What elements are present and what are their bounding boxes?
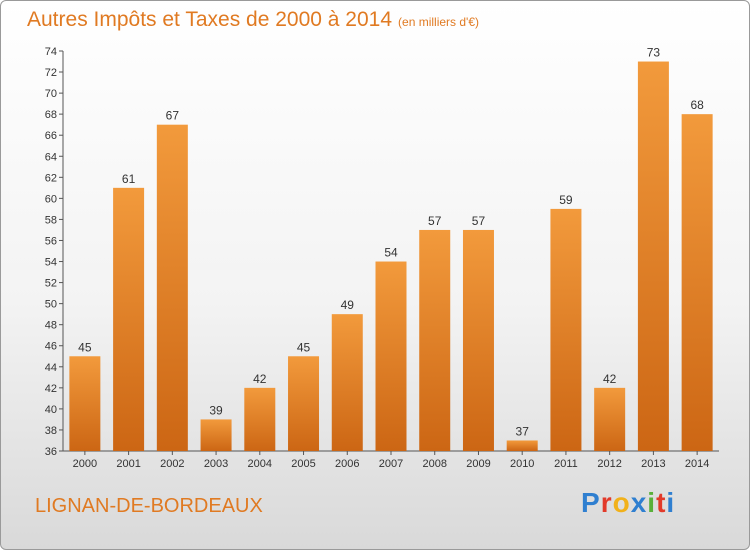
y-tick-label: 46 [45,341,57,353]
bar-value-label: 67 [166,109,180,123]
bar-value-label: 42 [603,372,617,386]
logo-letter: i [647,487,657,518]
location-name: LIGNAN-DE-BORDEAUX [35,495,263,517]
bar [113,187,145,451]
bar-value-label: 39 [209,403,223,417]
bar [156,124,188,452]
x-tick-label: 2013 [641,458,665,470]
y-tick-label: 66 [45,130,57,142]
bar [331,314,363,451]
bar-value-label: 57 [472,214,486,228]
bar [69,356,101,451]
bar-value-label: 54 [384,246,398,260]
bar [462,229,494,451]
chart-title-text: Autres Impôts et Taxes de 2000 à 2014 [27,8,393,31]
x-tick-label: 2007 [379,458,403,470]
y-tick-label: 72 [45,67,57,79]
bar [506,440,538,451]
bar [244,387,276,451]
x-tick-label: 2012 [597,458,621,470]
x-tick-label: 2005 [291,458,315,470]
x-tick-label: 2009 [466,458,490,470]
y-tick-label: 44 [45,362,57,374]
logo-letter: o [612,487,631,518]
logo-letter: i [666,487,676,518]
x-tick-label: 2000 [73,458,97,470]
x-tick-label: 2011 [554,458,578,470]
bar [375,261,407,451]
bar [681,114,713,451]
bar-value-label: 61 [122,172,136,186]
y-tick-label: 62 [45,172,57,184]
proxiti-logo[interactable]: Proxiti [581,487,675,519]
bar [419,229,451,451]
bar-value-label: 73 [647,46,661,60]
y-tick-label: 74 [45,46,57,58]
y-tick-label: 68 [45,109,57,121]
bar-value-label: 42 [253,372,267,386]
y-tick-label: 58 [45,214,57,226]
x-tick-label: 2010 [510,458,534,470]
bar-value-label: 49 [341,298,355,312]
bar [200,419,232,451]
y-tick-label: 54 [45,257,57,269]
x-tick-label: 2002 [160,458,184,470]
bar [637,61,669,452]
logo-letter: P [581,487,601,518]
x-tick-label: 2003 [204,458,228,470]
bar-value-label: 45 [78,340,92,354]
y-tick-label: 60 [45,193,57,205]
chart-title: Autres Impôts et Taxes de 2000 à 2014 (en… [27,8,479,32]
bar-value-label: 37 [516,424,530,438]
bar-value-label: 57 [428,214,442,228]
x-tick-label: 2014 [685,458,709,470]
y-tick-label: 70 [45,88,57,100]
logo-letter: t [656,487,667,518]
y-tick-label: 38 [45,425,57,437]
bar-value-label: 45 [297,340,311,354]
y-tick-label: 42 [45,383,57,395]
y-tick-label: 50 [45,299,57,311]
y-tick-label: 40 [45,404,57,416]
logo-letter: x [630,487,648,518]
bar [288,356,320,451]
x-tick-label: 2008 [422,458,446,470]
bar-value-label: 59 [559,193,573,207]
x-tick-label: 2004 [248,458,272,470]
logo-letter: r [600,487,613,518]
bar [594,387,626,451]
y-tick-label: 52 [45,278,57,290]
y-tick-label: 56 [45,235,57,247]
y-tick-label: 64 [45,151,57,163]
y-tick-label: 36 [45,446,57,458]
x-tick-label: 2006 [335,458,359,470]
bar-value-label: 68 [690,98,704,112]
bar [550,208,582,451]
chart-unit: (en milliers d'€) [398,15,480,29]
x-tick-label: 2001 [116,458,140,470]
y-tick-label: 48 [45,320,57,332]
